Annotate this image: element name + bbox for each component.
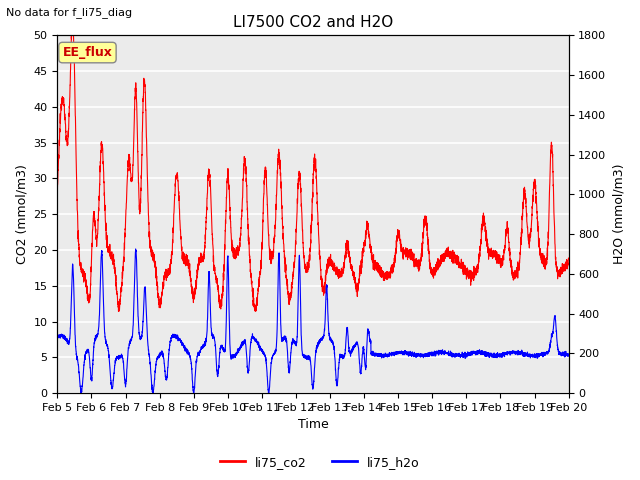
Y-axis label: CO2 (mmol/m3): CO2 (mmol/m3) [15, 164, 28, 264]
X-axis label: Time: Time [298, 419, 328, 432]
Text: EE_flux: EE_flux [63, 46, 113, 59]
Legend: li75_co2, li75_h2o: li75_co2, li75_h2o [215, 451, 425, 474]
Text: No data for f_li75_diag: No data for f_li75_diag [6, 7, 132, 18]
Y-axis label: H2O (mmol/m3): H2O (mmol/m3) [612, 164, 625, 264]
Title: LI7500 CO2 and H2O: LI7500 CO2 and H2O [233, 15, 393, 30]
